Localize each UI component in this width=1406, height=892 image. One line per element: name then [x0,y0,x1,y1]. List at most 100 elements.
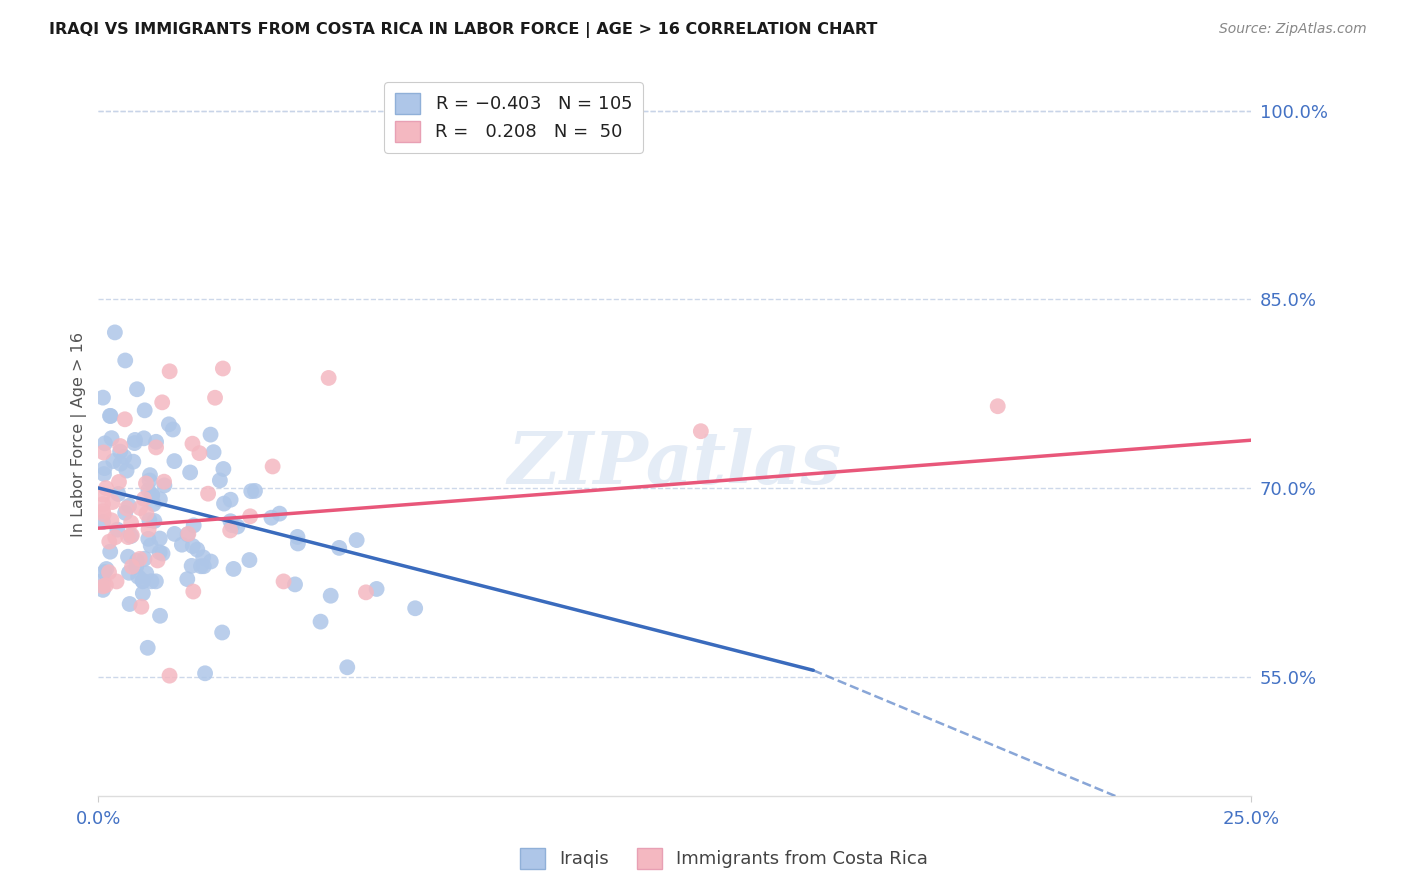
Point [124,433,146,447]
Point [354,585,377,599]
Point [239,509,262,524]
Point [136,640,159,655]
Point [98,409,121,423]
Point [219,524,242,538]
Point [143,514,166,528]
Point [181,584,204,599]
Point [117,549,139,564]
Point [107,487,129,501]
Point [157,417,180,432]
Point [108,444,131,458]
Point [163,527,186,541]
Point [208,474,231,488]
Text: Source: ZipAtlas.com: Source: ZipAtlas.com [1219,22,1367,37]
Point [91,504,114,518]
Point [163,454,186,468]
Point [222,562,245,576]
Point [139,468,162,483]
Point [93,467,115,481]
Point [121,528,143,542]
Point [93,445,115,459]
Point [149,545,172,559]
Text: ZIPatlas: ZIPatlas [508,428,842,499]
Point [146,553,169,567]
Point [153,475,176,489]
Point [138,513,160,527]
Point [202,445,225,459]
Point [262,459,284,474]
Point [104,326,127,340]
Point [118,566,141,580]
Point [91,515,114,529]
Point [328,541,350,555]
Point [103,454,125,468]
Point [134,551,156,566]
Point [243,483,266,498]
Point [135,507,157,521]
Point [100,431,122,445]
Y-axis label: In Labor Force | Age > 16: In Labor Force | Age > 16 [72,332,87,537]
Point [132,574,155,589]
Point [200,427,222,442]
Point [120,529,142,543]
Point [181,436,204,450]
Point [114,412,136,426]
Point [197,486,219,500]
Point [98,566,121,580]
Point [131,574,153,588]
Point [120,516,142,530]
Point [260,510,283,524]
Point [159,364,181,378]
Point [105,574,128,589]
Point [125,554,148,568]
Point [141,488,163,502]
Text: IRAQI VS IMMIGRANTS FROM COSTA RICA IN LABOR FORCE | AGE > 16 CORRELATION CHART: IRAQI VS IMMIGRANTS FROM COSTA RICA IN L… [49,22,877,38]
Point [141,488,163,502]
Point [105,523,128,537]
Point [170,538,193,552]
Point [219,492,242,507]
Point [135,566,157,581]
Point [124,436,146,450]
Point [94,578,117,592]
Point [176,572,198,586]
Point [121,559,143,574]
Point [149,608,172,623]
Point [118,499,141,513]
Point [145,574,167,589]
Point [93,461,115,475]
Point [136,532,159,546]
Point [179,466,201,480]
Point [404,601,426,615]
Point [125,559,148,574]
Point [115,501,138,516]
Point [93,507,115,521]
Point [125,382,148,396]
Point [91,579,114,593]
Point [127,570,149,584]
Point [219,514,242,528]
Point [129,501,152,516]
Point [134,403,156,417]
Point [100,409,122,423]
Point [204,391,226,405]
Point [238,553,260,567]
Point [346,533,368,547]
Point [284,577,307,591]
Point [132,491,155,506]
Point [91,574,114,588]
Point [101,495,124,509]
Point [98,534,121,549]
Point [91,497,114,511]
Point [177,527,200,541]
Point [94,481,117,495]
Point [122,455,145,469]
Point [135,476,157,491]
Legend: Iraqis, Immigrants from Costa Rica: Iraqis, Immigrants from Costa Rica [513,840,935,876]
Point [200,555,222,569]
Point [108,475,131,489]
Point [114,353,136,368]
Point [183,518,205,533]
Point [194,666,217,681]
Point [287,530,309,544]
